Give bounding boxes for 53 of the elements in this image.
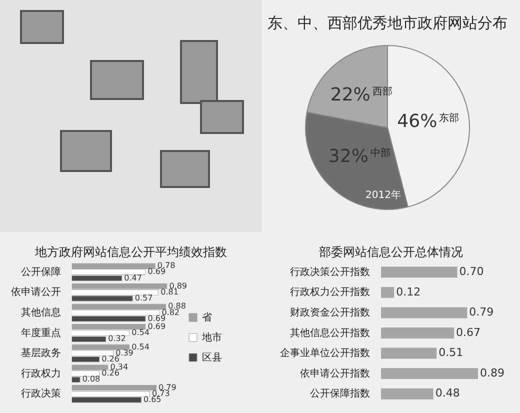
bar [381,286,394,298]
y-tick-label: 行政权力公开指数 [290,286,370,298]
bar [381,348,437,359]
y-tick-label: 行政决策 [20,388,61,400]
y-tick-label: 其他信息公开指数 [290,326,370,339]
slice-label: 东部 [439,112,460,124]
bar [381,307,468,318]
bar [381,388,434,400]
data-label: 22% [330,84,370,106]
text: 2012年 [366,189,401,202]
y-tick-label: 依申请公开 [10,286,61,298]
data-label: 0.57 [134,294,153,303]
y-tick-label: 其他信息 [20,306,61,318]
data-label: 0.70 [459,265,484,278]
slice-label: 中部 [370,146,390,159]
bar [381,328,454,338]
y-tick-label: 行政权力 [20,367,61,380]
y-tick-label: 年度重点 [20,326,61,339]
y-tick-label: 财政资金公开指数 [290,306,370,318]
bar [381,368,478,380]
y-tick-label: 基层政务 [20,347,61,360]
y-tick-label: 行政决策公开指数 [290,266,370,278]
y-tick-label: 公开保障指数 [310,388,370,400]
data-label: 0.51 [438,346,464,360]
chart-title: 东、中、西部优秀地市政府网站分布 [266,14,508,33]
data-label: 0.81 [160,288,178,297]
data-label: 0.47 [124,273,142,282]
data-label: 0.69 [148,267,166,276]
y-tick-label: 依申请公开指数 [300,367,370,380]
data-label: 0.79 [469,306,494,319]
slice-label: 西部 [372,86,392,98]
chart-title: 部委网站信息公开总体情况 [318,244,464,261]
data-label: 0.08 [82,374,100,384]
data-label: 0.89 [169,281,188,290]
data-label: 0.48 [435,386,460,400]
legend-label: 区县 [202,352,222,364]
legend-label: 省 [202,311,212,324]
data-label: 0.54 [132,328,150,338]
data-label: 0.65 [143,395,162,404]
legend-label: 地市 [201,331,222,344]
chart-title: 地方政府网站信息公开平均绩效指数 [34,244,228,261]
y-tick-label: 公开保障 [20,266,61,278]
data-label: 46% [397,111,438,132]
bar [381,266,458,278]
data-label: 32% [328,146,368,168]
data-label: 0.89 [480,366,505,380]
y-tick-label: 企事业单位公开指数 [280,347,370,360]
data-label: 0.12 [396,285,421,298]
data-label: 0.69 [148,322,166,331]
data-label: 0.54 [132,342,150,352]
data-label: 0.26 [102,368,120,378]
data-label: 0.32 [108,334,126,344]
data-label: 0.67 [456,326,481,339]
